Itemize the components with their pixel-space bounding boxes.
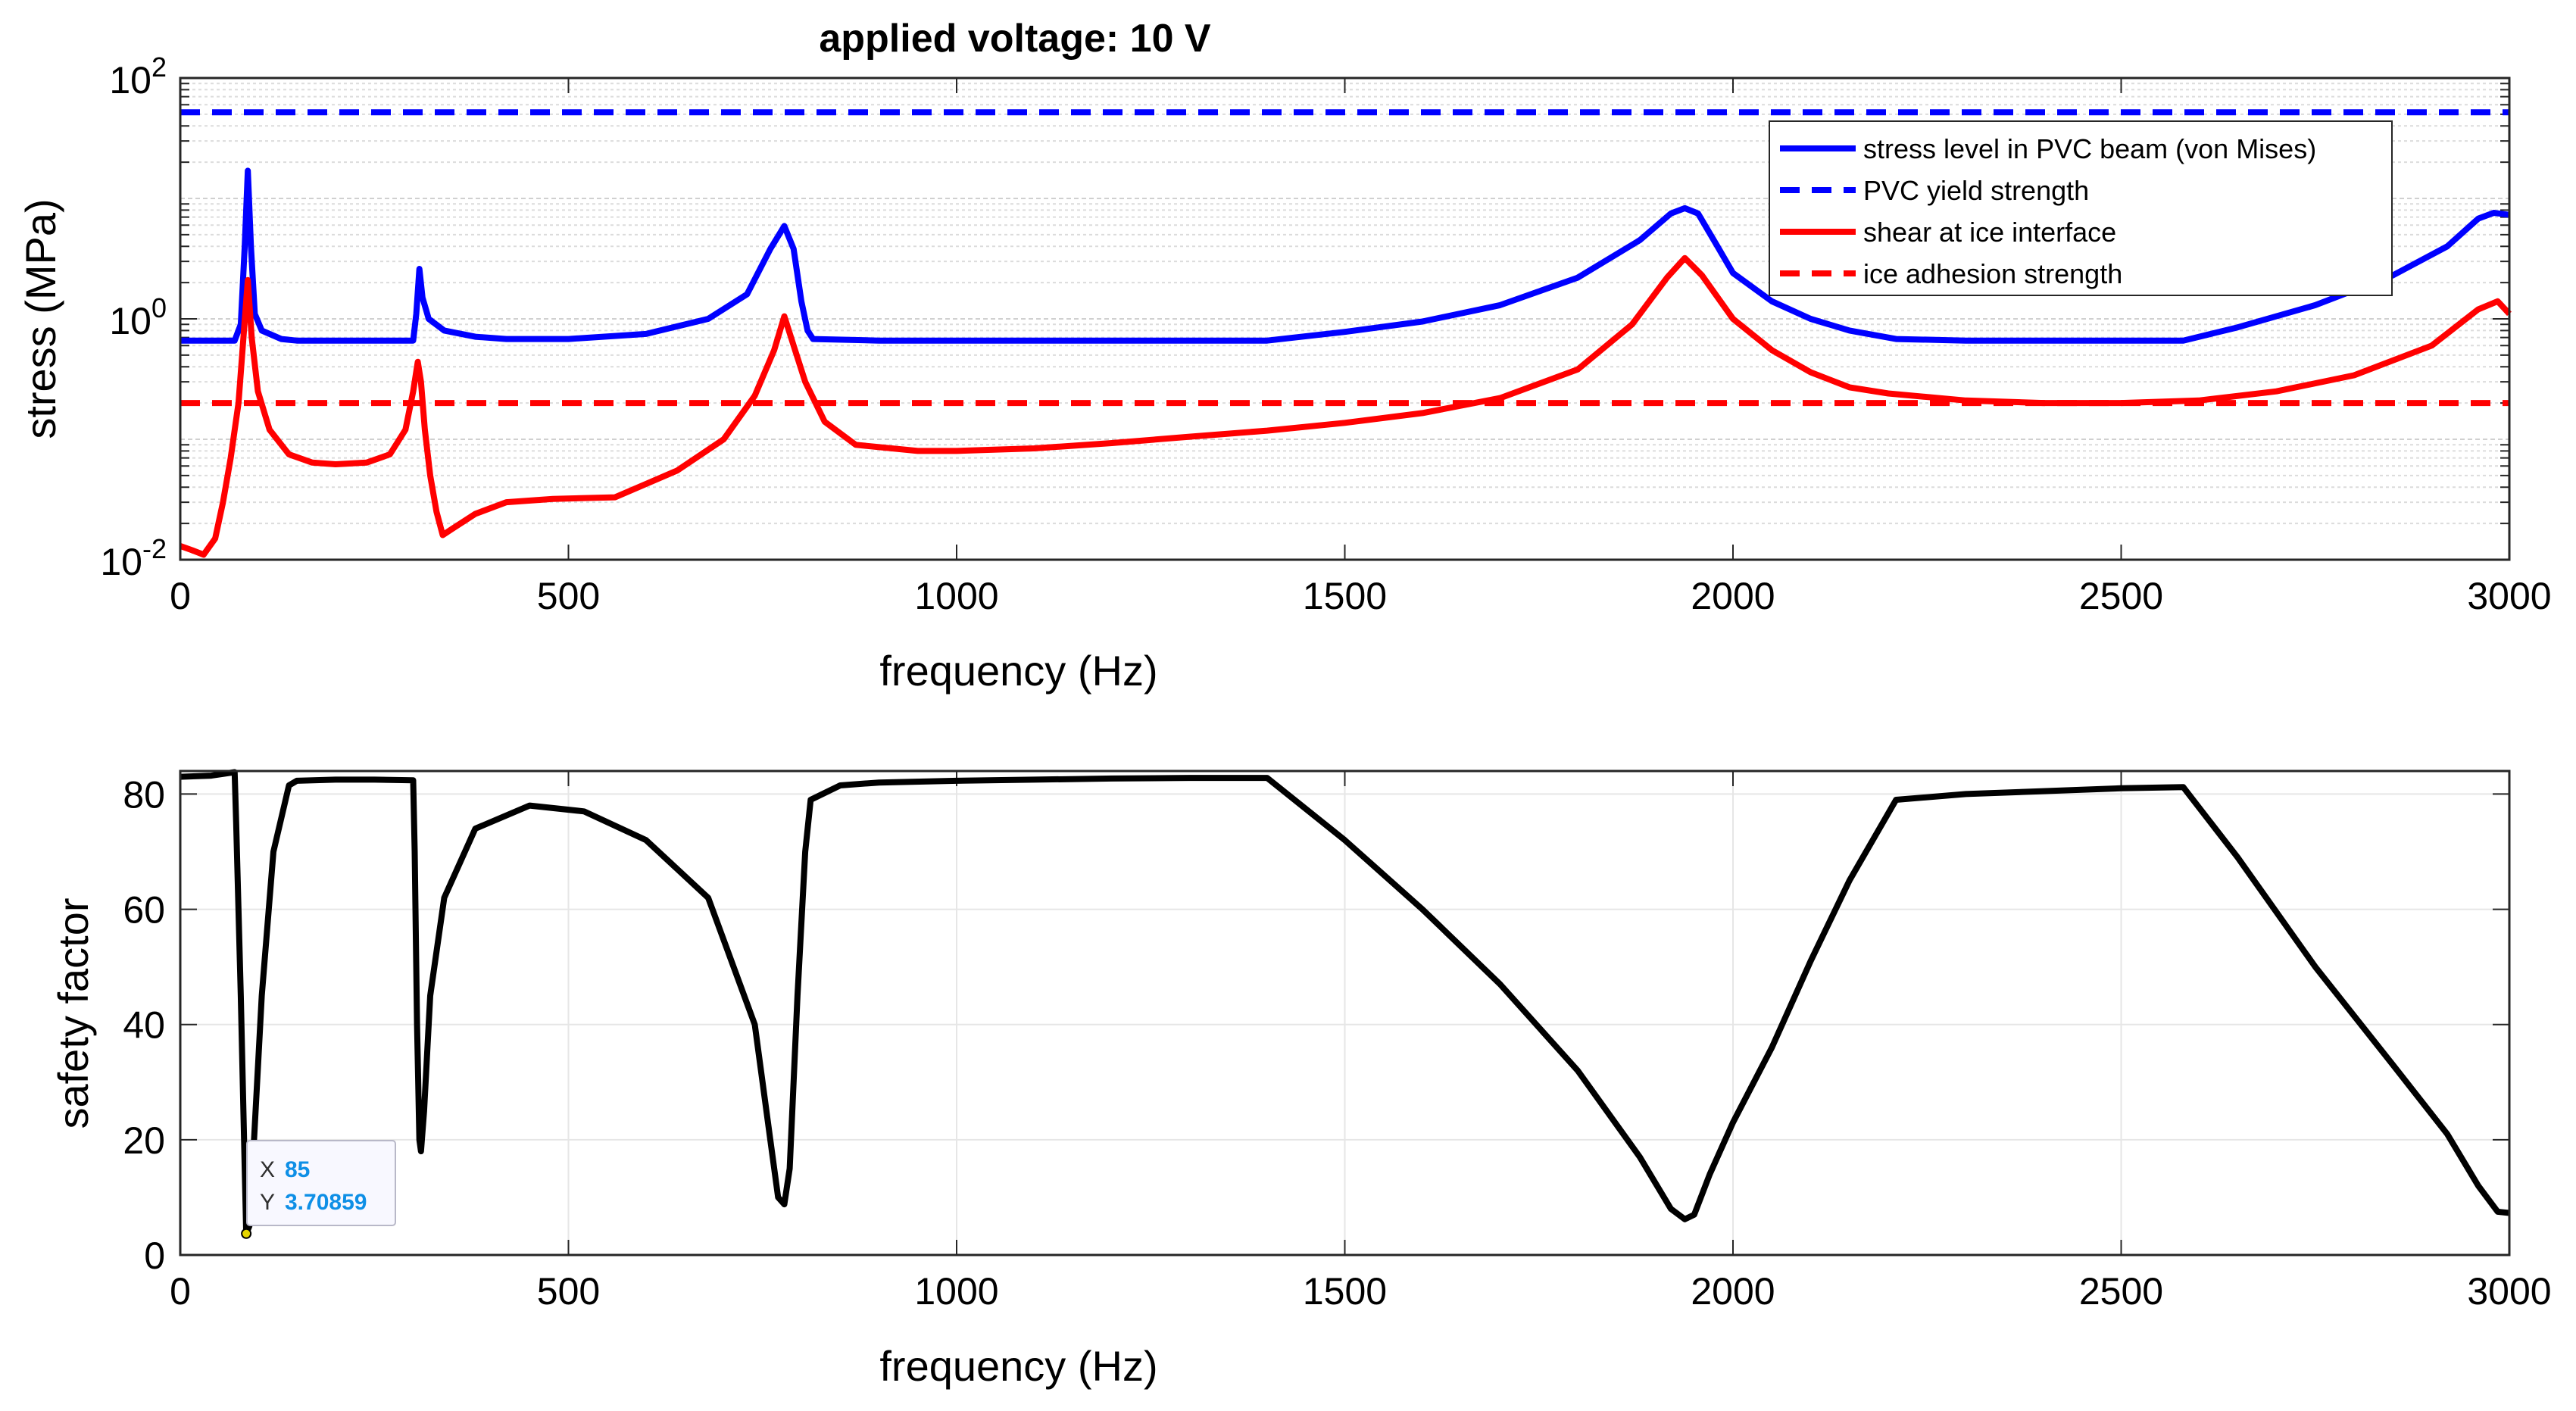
datatip-marker[interactable] [241, 1228, 252, 1239]
x-tick-label: 3000 [2467, 575, 2551, 617]
y-tick-label: 100 [109, 292, 167, 342]
datatip-y-label: Y [260, 1190, 275, 1215]
stress-axes: applied voltage: 10 V 0 500 1000 1500 2000 25… [17, 17, 2552, 695]
legend[interactable]: stress level in PVC beam (von Mises) PVC… [1769, 120, 2393, 296]
legend-label-yield: PVC yield strength [1863, 175, 2089, 206]
safety-ylabel: safety factor [49, 897, 97, 1128]
series-stress-vonmises[interactable] [180, 167, 2510, 344]
x-tick-label: 500 [537, 1270, 600, 1313]
y-tick-label: 10-2 [100, 533, 167, 583]
y-tick-label: 20 [123, 1119, 165, 1162]
safety-series [180, 769, 2510, 1237]
stress-ylabel: stress (MPa) [17, 198, 64, 439]
stress-xlabel: frequency (Hz) [879, 647, 1157, 695]
datatip[interactable]: X 85 Y 3.70859 [241, 1140, 396, 1239]
x-tick-label: 3000 [2467, 1270, 2551, 1313]
y-tick-label: 102 [109, 52, 167, 101]
legend-box [1769, 120, 2393, 296]
x-tick-label: 2000 [1691, 1270, 1775, 1313]
safety-ticks: 0 500 1000 1500 2000 2500 3000 0 20 40 60 80 [123, 771, 2552, 1313]
safety-xlabel: frequency (Hz) [879, 1342, 1157, 1390]
series-safety-factor[interactable] [180, 769, 2510, 1237]
x-tick-label: 1500 [1303, 1270, 1387, 1313]
datatip-x-label: X [260, 1157, 275, 1182]
safety-axes: 0 500 1000 1500 2000 2500 3000 0 20 40 60 80 freque… [49, 769, 2552, 1390]
stress-axes-box [179, 76, 2511, 561]
y-tick-label: 60 [123, 889, 165, 932]
x-tick-label: 1000 [914, 575, 998, 617]
datatip-x-value: 85 [285, 1157, 310, 1182]
x-tick-label: 0 [170, 1270, 191, 1313]
legend-label-adhesion: ice adhesion strength [1863, 258, 2122, 289]
x-tick-label: 0 [170, 575, 191, 617]
legend-label-stress: stress level in PVC beam (von Mises) [1863, 133, 2316, 164]
x-tick-label: 500 [537, 575, 600, 617]
legend-label-shear: shear at ice interface [1863, 217, 2116, 248]
y-tick-label: 80 [123, 773, 165, 816]
x-tick-label: 2500 [2079, 575, 2163, 617]
x-tick-label: 1000 [914, 1270, 998, 1313]
safety-axes-box [179, 769, 2511, 1256]
x-tick-label: 2000 [1691, 575, 1775, 617]
x-tick-label: 2500 [2079, 1270, 2163, 1313]
stress-series [179, 109, 2512, 558]
datatip-y-value: 3.70859 [285, 1190, 367, 1215]
series-ice-shear[interactable] [179, 254, 2512, 558]
chart-title: applied voltage: 10 V [819, 17, 1211, 61]
stress-ticks: 0 500 1000 1500 2000 2500 3000 10-2 100 102 [100, 52, 2551, 617]
x-tick-label: 1500 [1303, 575, 1387, 617]
datatip-box [246, 1140, 396, 1226]
y-tick-label: 40 [123, 1004, 165, 1047]
y-tick-label: 0 [144, 1235, 165, 1277]
